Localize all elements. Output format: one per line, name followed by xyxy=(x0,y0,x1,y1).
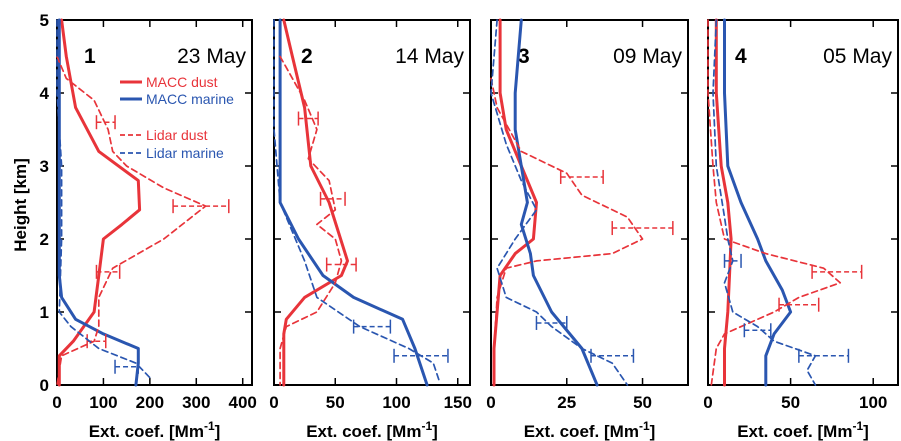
x-axis-label-superscript: -1 xyxy=(639,419,650,433)
x-tick-label: 100 xyxy=(89,393,117,412)
panel-date: 09 May xyxy=(613,45,682,68)
panel-date: 14 May xyxy=(395,45,464,68)
series-lidar-dust xyxy=(707,19,842,386)
x-axis-label-superscript: -1 xyxy=(421,419,432,433)
x-axis-label-main: Ext. coef. [Mm xyxy=(737,422,852,441)
x-tick-label: 50 xyxy=(633,393,652,412)
x-tick-label: 150 xyxy=(444,393,472,412)
x-tick-label: 100 xyxy=(382,393,410,412)
x-axis-label: Ext. coef. [Mm-1] xyxy=(89,419,221,441)
x-tick-label: 0 xyxy=(52,393,61,412)
y-tick-label: 0 xyxy=(40,376,49,395)
x-axis-label: Ext. coef. [Mm-1] xyxy=(306,419,438,441)
plot-frame xyxy=(56,19,253,386)
panel-number: 1 xyxy=(84,45,96,68)
legend-label-macc-marine: MACC marine xyxy=(146,91,234,107)
series-macc-marine xyxy=(57,18,140,387)
x-axis-label-main: Ext. coef. [Mm xyxy=(306,422,421,441)
y-axis-title: Height [km] xyxy=(11,158,30,252)
x-tick-label: 200 xyxy=(136,393,164,412)
series-lidar-dust xyxy=(490,77,644,386)
legend-label-macc-dust: MACC dust xyxy=(146,74,218,90)
x-axis-label-main: Ext. coef. [Mm xyxy=(524,422,639,441)
panel-number: 3 xyxy=(518,45,530,68)
y-tick-label: 2 xyxy=(40,230,49,249)
x-tick-label: 400 xyxy=(229,393,257,412)
series-macc-dust xyxy=(57,18,142,387)
panel-3: 0 25 50 Ext. coef. [Mm-1] 3 09 May xyxy=(486,18,689,441)
plot-frame xyxy=(707,19,899,386)
legend-label-lidar-marine: Lidar marine xyxy=(146,145,224,161)
panel-number: 2 xyxy=(301,45,313,68)
y-tick-label: 5 xyxy=(40,11,49,30)
y-tick-label: 3 xyxy=(40,157,49,176)
panel-4: 0 50 100 Ext. coef. [Mm-1] 4 05 May xyxy=(703,18,899,441)
legend-label-lidar-dust: Lidar dust xyxy=(146,127,208,143)
x-axis-label-end: ] xyxy=(432,422,438,441)
x-tick-label: 300 xyxy=(182,393,210,412)
x-tick-label: 0 xyxy=(703,393,712,412)
y-tick-label: 1 xyxy=(40,303,49,322)
panel-1: 0 1 2 3 4 5 0 100 200 300 400 Ext. coef. [Mm-1] 1 23 … xyxy=(40,11,257,441)
y-tick-label: 4 xyxy=(40,84,50,103)
series-lidar-dust xyxy=(279,55,343,386)
series-macc-dust xyxy=(714,18,733,387)
x-tick-label: 0 xyxy=(269,393,278,412)
x-axis-label-end: ] xyxy=(650,422,656,441)
series-macc-dust xyxy=(282,18,349,387)
x-tick-label: 25 xyxy=(557,393,576,412)
series-lidar-marine xyxy=(490,19,629,386)
x-axis-label-superscript: -1 xyxy=(852,419,863,433)
x-axis-label: Ext. coef. [Mm-1] xyxy=(524,419,656,441)
x-axis-label: Ext. coef. [Mm-1] xyxy=(737,419,869,441)
panel-date: 05 May xyxy=(823,45,892,68)
series-macc-marine xyxy=(513,18,599,387)
x-tick-label: 50 xyxy=(326,393,345,412)
panel-number: 4 xyxy=(735,45,747,68)
x-axis-label-end: ] xyxy=(215,422,221,441)
x-tick-label: 100 xyxy=(859,393,887,412)
panel-2: 0 50 100 150 Ext. coef. [Mm-1] 2 14 May xyxy=(269,18,472,441)
series-macc-marine xyxy=(723,18,793,387)
x-tick-label: 50 xyxy=(781,393,800,412)
x-axis-label-main: Ext. coef. [Mm xyxy=(89,422,204,441)
plot-frame xyxy=(490,19,689,386)
x-axis-label-superscript: -1 xyxy=(204,419,215,433)
x-tick-label: 0 xyxy=(486,393,495,412)
series-lidar-marine xyxy=(273,19,441,383)
series-lidar-marine xyxy=(56,19,151,379)
plot-frame xyxy=(273,19,471,386)
x-axis-label-end: ] xyxy=(863,422,869,441)
y-axis-label: Height [km] xyxy=(11,158,30,252)
panel-date: 23 May xyxy=(177,45,246,68)
